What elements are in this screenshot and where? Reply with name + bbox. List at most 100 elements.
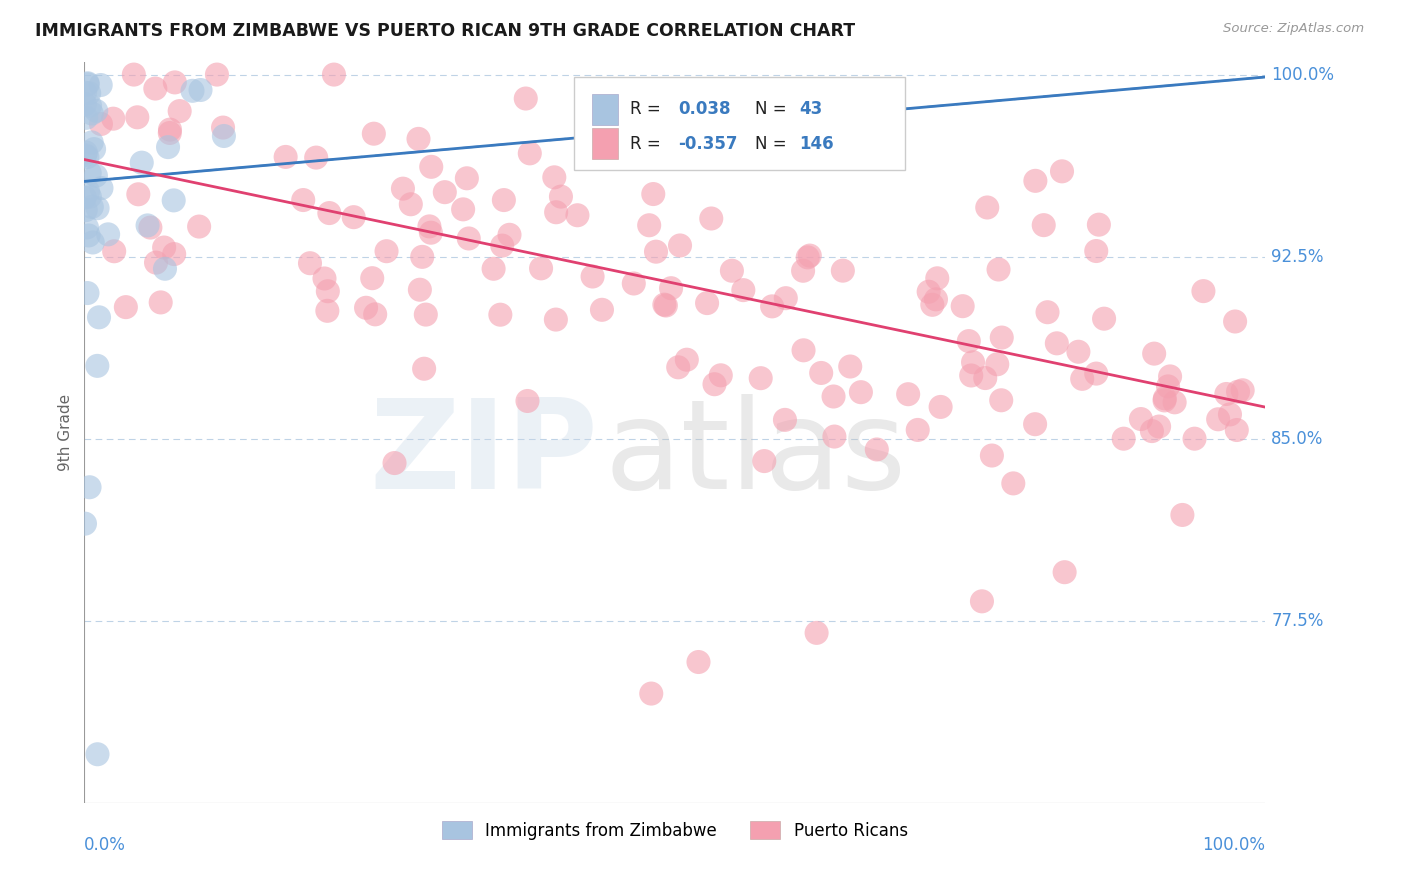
Point — [703, 377, 725, 392]
Point — [761, 299, 783, 313]
Point — [76, 150, 98, 164]
Point — [990, 330, 1012, 344]
Point — [1088, 218, 1111, 232]
Legend: Immigrants from Zimbabwe, Puerto Ricans: Immigrants from Zimbabwe, Puerto Ricans — [436, 814, 914, 847]
Point — [550, 189, 572, 203]
Text: atlas: atlas — [605, 394, 905, 516]
Point — [962, 355, 984, 369]
Point — [489, 308, 512, 322]
Point — [420, 160, 443, 174]
Point — [127, 110, 149, 124]
Text: 43: 43 — [799, 100, 823, 118]
Point — [79, 166, 101, 180]
Point — [515, 91, 537, 105]
Point — [79, 480, 101, 494]
Point — [159, 126, 181, 140]
Point — [205, 68, 228, 82]
Point — [1067, 344, 1090, 359]
Point — [1053, 565, 1076, 579]
Point — [1032, 218, 1054, 232]
Text: ZIP: ZIP — [370, 394, 598, 516]
Point — [1232, 384, 1254, 398]
Point — [1050, 164, 1073, 178]
Point — [530, 261, 553, 276]
Point — [491, 238, 513, 252]
Point — [952, 299, 974, 313]
Point — [849, 385, 872, 400]
Text: 0.038: 0.038 — [679, 100, 731, 118]
Point — [1215, 387, 1237, 401]
Point — [451, 202, 474, 217]
Point — [654, 298, 676, 312]
Text: 100.0%: 100.0% — [1271, 66, 1334, 84]
Point — [1153, 392, 1175, 406]
Point — [643, 187, 665, 202]
Point — [153, 261, 176, 276]
Point — [292, 193, 315, 207]
Point — [839, 359, 862, 374]
Point — [897, 387, 920, 401]
Point — [1147, 419, 1170, 434]
Point — [1140, 424, 1163, 438]
Text: R =: R = — [630, 135, 666, 153]
Point — [1223, 314, 1246, 328]
Point — [546, 205, 568, 219]
Point — [970, 594, 993, 608]
Point — [987, 262, 1010, 277]
Point — [86, 201, 108, 215]
Point — [84, 169, 107, 183]
Point — [75, 148, 97, 162]
Point — [169, 104, 191, 119]
Text: -0.357: -0.357 — [679, 135, 738, 153]
Point — [90, 117, 112, 131]
Point — [143, 81, 166, 95]
Point — [433, 185, 456, 199]
Point — [1157, 379, 1180, 393]
Point — [149, 295, 172, 310]
Text: 77.5%: 77.5% — [1271, 612, 1323, 630]
Point — [929, 400, 952, 414]
Point — [645, 244, 668, 259]
Point — [799, 249, 821, 263]
Point — [974, 371, 997, 385]
Point — [80, 106, 103, 120]
Point — [103, 112, 125, 126]
Point — [567, 208, 589, 222]
Point — [76, 76, 98, 90]
Text: R =: R = — [630, 100, 666, 118]
Point — [181, 84, 204, 98]
Point — [666, 360, 689, 375]
Point — [688, 655, 710, 669]
Point — [77, 228, 100, 243]
Point — [823, 390, 845, 404]
Point — [122, 68, 145, 82]
Point — [159, 122, 181, 136]
Point — [1112, 432, 1135, 446]
Point — [87, 310, 110, 325]
Point — [127, 187, 149, 202]
Point — [73, 516, 96, 531]
Point — [82, 235, 104, 250]
Point — [675, 352, 697, 367]
Point — [1024, 174, 1046, 188]
Point — [957, 334, 980, 348]
Point — [1092, 311, 1115, 326]
Point — [1129, 412, 1152, 426]
Point — [775, 291, 797, 305]
Point — [1024, 417, 1046, 432]
Text: IMMIGRANTS FROM ZIMBABWE VS PUERTO RICAN 9TH GRADE CORRELATION CHART: IMMIGRANTS FROM ZIMBABWE VS PUERTO RICAN… — [35, 22, 855, 40]
Point — [640, 687, 662, 701]
Point — [492, 193, 515, 207]
Point — [710, 368, 733, 383]
Point — [498, 227, 520, 242]
Y-axis label: 9th Grade: 9th Grade — [58, 394, 73, 471]
Point — [1002, 476, 1025, 491]
Point — [543, 170, 565, 185]
Point — [792, 264, 814, 278]
Point — [659, 281, 682, 295]
Point — [77, 185, 100, 199]
Point — [136, 219, 159, 233]
Point — [980, 449, 1002, 463]
Point — [413, 361, 436, 376]
Point — [84, 103, 107, 118]
